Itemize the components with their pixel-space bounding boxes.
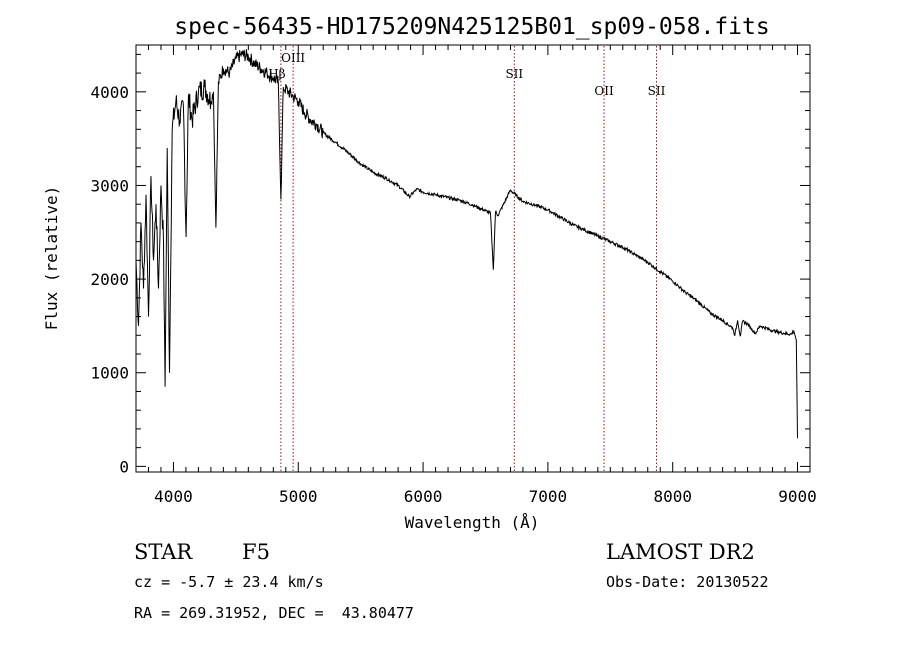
object-class: STAR (134, 540, 193, 564)
spectrum-line (135, 49, 798, 439)
y-tick-label: 2000 (90, 270, 129, 289)
y-axis-label: Flux (relative) (42, 186, 61, 331)
obs-date: Obs-Date: 20130522 (606, 573, 769, 591)
survey-name: LAMOST DR2 (606, 540, 755, 564)
feature-label: OIII (281, 51, 305, 65)
object-subclass: F5 (242, 540, 270, 564)
y-tick-label: 1000 (90, 364, 129, 383)
feature-label: SII (648, 84, 666, 98)
y-tick-label: 4000 (90, 83, 129, 102)
y-tick-label: 3000 (90, 176, 129, 195)
x-tick-label: 5000 (279, 487, 318, 506)
feature-label: Hβ (268, 67, 285, 81)
chart-title: spec-56435-HD175209N425125B01_sp09-058.f… (174, 14, 769, 40)
y-tick-label: 0 (119, 457, 129, 476)
redshift-cz: cz = -5.7 ± 23.4 km/s (134, 573, 324, 591)
x-tick-label: 8000 (653, 487, 692, 506)
feature-label: SII (505, 67, 523, 81)
x-tick-label: 6000 (404, 487, 443, 506)
x-tick-label: 9000 (778, 487, 817, 506)
feature-label: OII (594, 84, 614, 98)
x-axis-label: Wavelength (Å) (405, 513, 540, 532)
plot-frame (135, 44, 811, 473)
x-tick-label: 7000 (529, 487, 568, 506)
ra-dec: RA = 269.31952, DEC = 43.80477 (134, 604, 414, 622)
x-tick-label: 4000 (154, 487, 193, 506)
axes-layer: 4000 5000 6000 7000 8000 9000 0 1000 2000 3000 400… (90, 45, 817, 506)
plot-layer: Hβ OIII SII OII SII (135, 46, 798, 471)
